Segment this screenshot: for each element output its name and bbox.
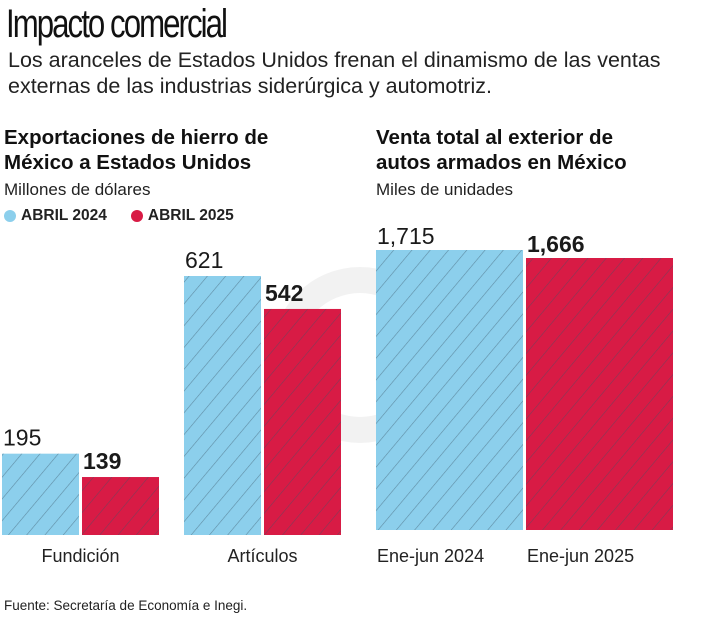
legend: ABRIL 2024 ABRIL 2025 <box>4 207 258 225</box>
category-label-auto-1: Ene-jun 2025 <box>527 546 634 566</box>
source-note: Fuente: Secretaría de Economía e Inegi. <box>4 598 248 613</box>
left-chart-title-line-2: México a Estados Unidos <box>4 151 252 174</box>
bar-0-1 <box>82 477 159 535</box>
bar-0-0-hatch <box>2 453 79 535</box>
legend-item-2025: ABRIL 2025 <box>130 207 234 225</box>
legend-dot-2025 <box>130 210 143 222</box>
data-label-1-0: 621 <box>185 247 223 273</box>
right-chart-unit: Miles de unidades <box>376 180 514 199</box>
bar-1-1-hatch <box>264 308 341 535</box>
bar-auto-0 <box>376 250 523 530</box>
data-label-1-1: 542 <box>265 280 303 306</box>
left-chart-title: Exportaciones de hierro de México a Esta… <box>4 125 268 175</box>
right-chart-title-line-2: autos armados en México <box>376 151 627 174</box>
page-title: Impacto comercial <box>6 2 228 46</box>
right-chart: 1,715 Ene-jun 2024 1,666 Ene-jun 2025 <box>376 223 673 566</box>
category-label-auto-0: Ene-jun 2024 <box>377 546 484 566</box>
legend-dot-2024 <box>4 210 16 222</box>
data-label-0-1: 139 <box>83 448 121 474</box>
left-chart-unit: Millones de dólares <box>4 180 151 199</box>
category-label-1: Artículos <box>227 546 297 566</box>
bar-0-0 <box>2 453 79 535</box>
bar-1-1 <box>264 308 341 535</box>
left-chart: 195 139 Fundición 621 542 Artículos <box>2 247 341 566</box>
bar-auto-1-hatch <box>526 258 673 530</box>
data-label-0-0: 195 <box>3 425 41 451</box>
legend-label-2025: ABRIL 2025 <box>147 207 234 224</box>
data-label-auto-0: 1,715 <box>377 223 435 249</box>
right-chart-title-line-1: Venta total al exterior de <box>376 126 613 149</box>
bar-1-0 <box>184 276 261 535</box>
bar-auto-0-hatch <box>376 250 523 530</box>
category-label-0: Fundición <box>41 546 119 566</box>
bar-0-1-hatch <box>82 477 159 535</box>
legend-item-2024: ABRIL 2024 <box>4 207 107 225</box>
legend-label-2024: ABRIL 2024 <box>21 207 107 224</box>
bar-1-0-hatch <box>184 276 261 535</box>
right-chart-title: Venta total al exterior de autos armados… <box>376 125 627 175</box>
page-subtitle: Los aranceles de Estados Unidos frenan e… <box>8 48 661 98</box>
left-chart-title-line-1: Exportaciones de hierro de <box>4 126 269 149</box>
bar-auto-1 <box>526 258 673 530</box>
data-label-auto-1: 1,666 <box>527 231 585 257</box>
